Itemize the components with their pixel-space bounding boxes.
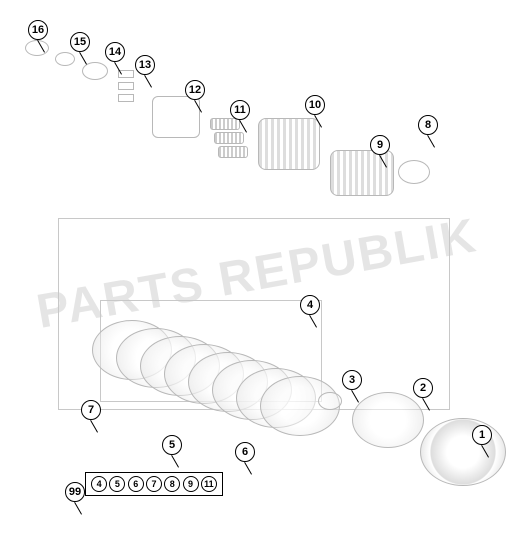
spring-11c (218, 146, 248, 158)
clutch-basket-1 (420, 418, 506, 486)
legend-box: 45678911 (85, 472, 223, 496)
pressure-plate-12 (152, 96, 200, 138)
pin-13c (118, 94, 134, 102)
callout-13: 13 (135, 55, 155, 75)
clutch-exploded-diagram: PARTS REPUBLIK 1234567891011121314151699… (0, 0, 514, 547)
callout-15: 15 (70, 32, 90, 52)
callout-8: 8 (418, 115, 438, 135)
legend-item-5: 5 (109, 476, 125, 492)
callout-16: 16 (28, 20, 48, 40)
callout-6: 6 (235, 442, 255, 462)
washer-3 (318, 392, 342, 410)
legend-item-11: 11 (201, 476, 217, 492)
callout-14: 14 (105, 42, 125, 62)
sleeve-9 (330, 150, 394, 196)
leader-6 (244, 462, 252, 475)
pin-13b (118, 82, 134, 90)
callout-5: 5 (162, 435, 182, 455)
callout-10: 10 (305, 95, 325, 115)
primary-gear-2 (352, 392, 424, 448)
inner-hub-10 (258, 118, 320, 170)
callout-2: 2 (413, 378, 433, 398)
spring-11a (210, 118, 240, 130)
leader-11 (239, 120, 247, 133)
callout-12: 12 (185, 80, 205, 100)
callout-99: 99 (65, 482, 85, 502)
legend-item-4: 4 (91, 476, 107, 492)
callout-3: 3 (342, 370, 362, 390)
leader-5 (171, 455, 179, 468)
legend-item-9: 9 (183, 476, 199, 492)
callout-1: 1 (472, 425, 492, 445)
callout-7: 7 (81, 400, 101, 420)
leader-13 (144, 75, 152, 88)
leader-7 (90, 420, 98, 433)
legend-item-8: 8 (164, 476, 180, 492)
washer-15 (55, 52, 75, 66)
leader-8 (427, 135, 435, 148)
callout-9: 9 (370, 135, 390, 155)
leader-15 (79, 52, 87, 65)
leader-99 (74, 502, 82, 515)
legend-item-7: 7 (146, 476, 162, 492)
ring-8 (398, 160, 430, 184)
lock-nut-16 (25, 40, 49, 56)
callout-11: 11 (230, 100, 250, 120)
legend-item-6: 6 (128, 476, 144, 492)
spring-11b (214, 132, 244, 144)
callout-4: 4 (300, 295, 320, 315)
